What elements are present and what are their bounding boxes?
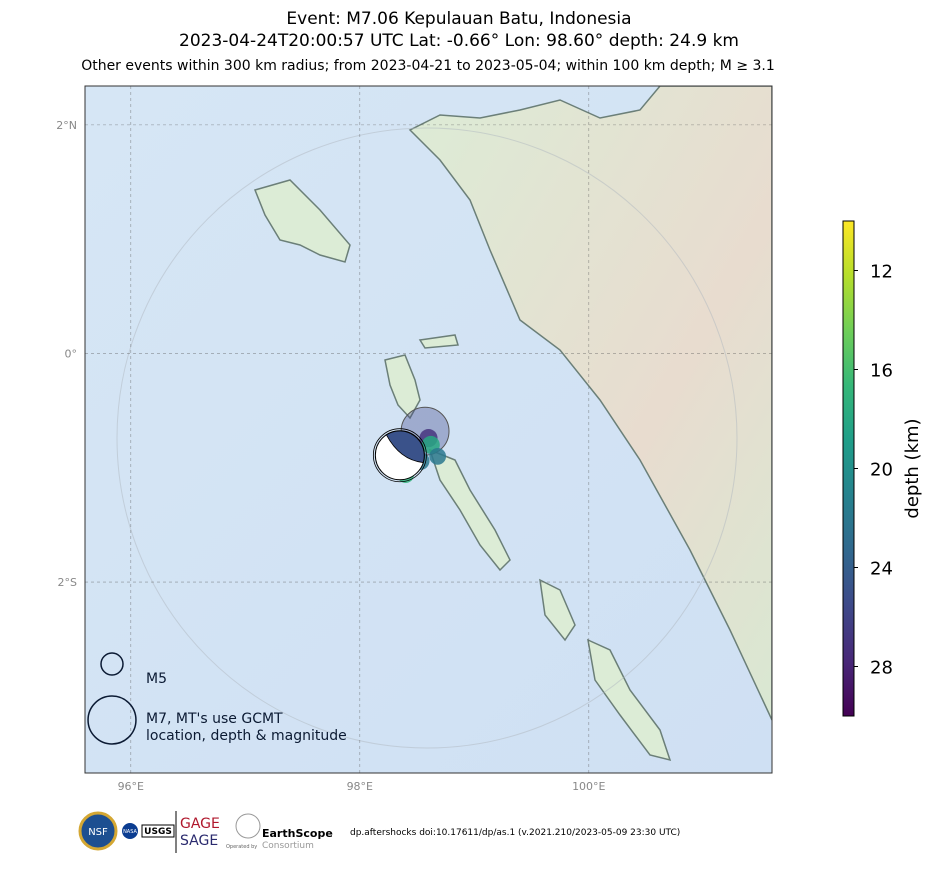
colorbar-label: depth (km) [902, 418, 923, 518]
title: Event: M7.06 Kepulauan Batu, Indonesia [286, 9, 631, 29]
colorbar-tick-label: 24 [870, 559, 893, 580]
logo-text: EarthScope [262, 827, 333, 840]
colorbar-tick-label: 16 [870, 361, 893, 382]
logo-text: Consortium [262, 841, 314, 851]
logo-text: NASA [123, 829, 137, 835]
pagai [587, 638, 672, 762]
earthscope-logo [235, 813, 261, 839]
nasa-logo [122, 823, 138, 839]
nias [253, 179, 351, 263]
colorbar [842, 220, 855, 717]
x-tick-label: 100°E [572, 780, 605, 793]
y-tick-label: 2°S [58, 576, 77, 589]
y-tick-label: 0° [65, 347, 78, 360]
x-tick-label: 98°E [347, 780, 373, 793]
legend-label: M7, MT's use GCMT [146, 711, 283, 727]
legend-marker [87, 695, 137, 745]
logo-text: USGS [144, 827, 172, 837]
footer-note: dp.aftershocks doi:10.17611/dp/as.1 (v.2… [350, 828, 680, 838]
y-tick-label: 2°N [56, 119, 77, 132]
mainshock [372, 428, 427, 483]
beachball-ring [372, 428, 427, 483]
logo-text: SAGE [180, 833, 218, 849]
radius-circle [116, 127, 738, 749]
logo-text: NSF [88, 827, 108, 838]
logo-text: Operated by [226, 844, 257, 850]
island [418, 334, 459, 349]
legend-marker [100, 652, 124, 676]
footer: NSF NASA USGS GAGE SAGE EarthScope Conso… [78, 811, 680, 853]
usgs-logo [141, 824, 175, 838]
x-tick-label: 96°E [118, 780, 144, 793]
logo-text: GAGE [180, 816, 220, 832]
subtitle-line: 2023-04-24T20:00:57 UTC Lat: -0.66° Lon:… [179, 31, 739, 51]
beachball-compression [385, 430, 425, 464]
legend-label: location, depth & magnitude [146, 728, 347, 744]
colorbar-tick-label: 28 [870, 658, 893, 679]
nsf-logo [78, 811, 118, 851]
sipora [539, 578, 576, 642]
sumatra [408, 86, 772, 721]
colorbar-tick-label: 12 [870, 262, 893, 283]
subtitle: Other events within 300 km radius; from … [81, 58, 775, 74]
event [429, 447, 447, 465]
colorbar-tick-label: 20 [870, 460, 893, 481]
siberut [428, 448, 511, 572]
map-frame [84, 85, 773, 774]
legend-label: M5 [146, 671, 167, 687]
